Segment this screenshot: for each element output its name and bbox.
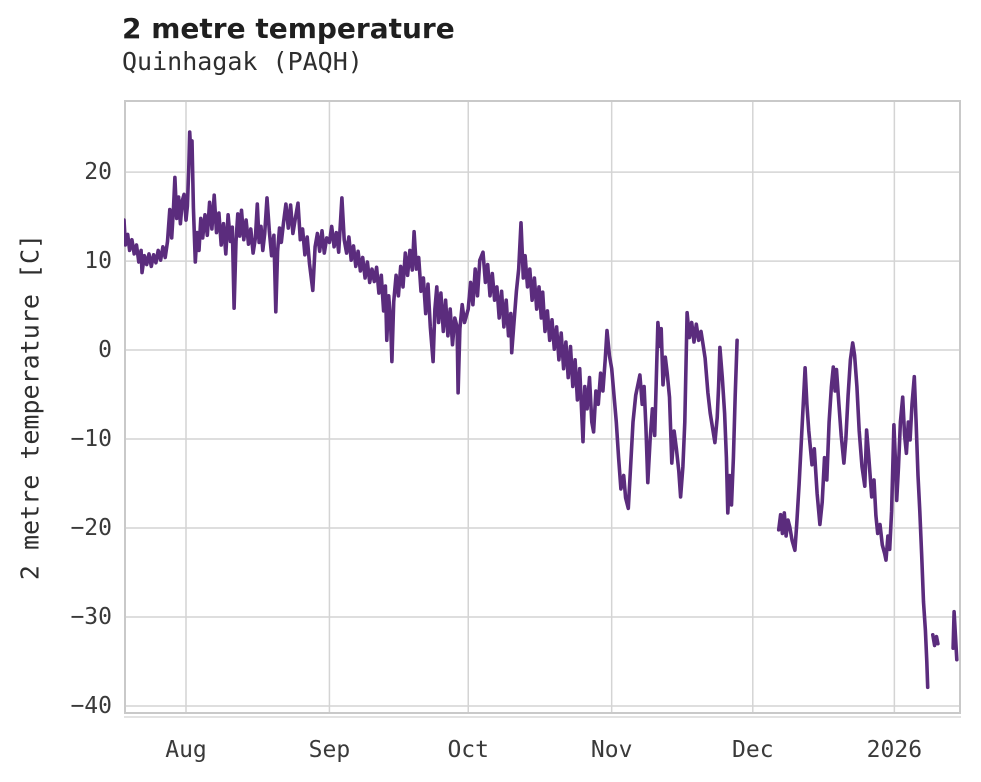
- y-tick-label: −10: [70, 426, 112, 453]
- chart-title: 2 metre temperature: [122, 12, 455, 45]
- y-tick-label: −30: [70, 604, 112, 630]
- y-tick-label: 0: [98, 337, 112, 364]
- x-tick-label: Sep: [308, 737, 351, 763]
- x-tick-label: Dec: [732, 737, 774, 763]
- y-tick-label: 20: [84, 159, 112, 186]
- temperature-series-line: [951, 609, 959, 662]
- y-tick-label: −20: [70, 515, 112, 542]
- y-tick-label: −40: [70, 692, 112, 719]
- x-tick-label: Oct: [447, 737, 489, 763]
- temperature-series-line: [930, 632, 940, 648]
- y-tick-label: 10: [84, 248, 112, 275]
- x-tick-label: Nov: [590, 737, 633, 763]
- plot-border: [124, 100, 961, 714]
- plot-svg: [124, 100, 961, 714]
- x-tick-label: Aug: [165, 737, 207, 763]
- temperature-series-line: [124, 130, 739, 515]
- x-axis-spine-shadow: [124, 716, 961, 718]
- temperature-series-line: [776, 341, 930, 690]
- x-tick-label: 2026: [866, 737, 923, 763]
- plot-area: [124, 100, 961, 714]
- chart-subtitle: Quinhagak (PAQH): [122, 47, 363, 76]
